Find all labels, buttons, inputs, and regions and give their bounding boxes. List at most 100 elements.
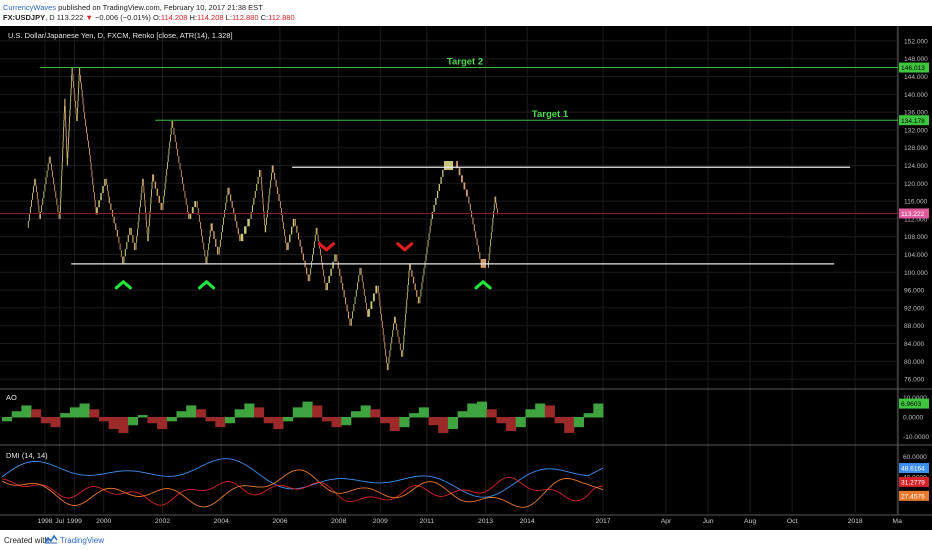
renko-brick xyxy=(442,169,444,177)
renko-brick xyxy=(436,190,439,198)
renko-brick xyxy=(138,214,140,222)
renko-brick xyxy=(116,230,119,237)
renko-brick xyxy=(163,189,165,197)
renko-brick xyxy=(264,225,266,233)
ao-bar xyxy=(525,409,536,418)
renko-brick xyxy=(456,161,458,169)
renko-brick xyxy=(285,236,287,244)
renko-brick xyxy=(78,74,80,81)
renko-brick xyxy=(149,211,151,219)
renko-brick xyxy=(40,211,42,219)
renko-brick xyxy=(74,100,76,108)
renko-brick xyxy=(282,215,283,223)
renko-brick xyxy=(108,196,110,204)
ao-bar xyxy=(108,417,119,430)
ao-bar xyxy=(380,417,391,424)
adx-badge-bg xyxy=(899,476,929,487)
renko-brick xyxy=(425,254,427,262)
renko-brick xyxy=(34,178,36,186)
renko-brick xyxy=(102,185,104,194)
renko-brick xyxy=(55,191,57,199)
change-value: −0.006 (−0.01%) xyxy=(94,13,151,22)
price-tick-label: 140.000 xyxy=(904,92,928,99)
renko-brick xyxy=(310,267,312,275)
renko-brick xyxy=(143,192,145,200)
renko-brick xyxy=(178,155,180,163)
ao-bar xyxy=(409,413,420,418)
renko-brick xyxy=(469,203,471,211)
renko-brick xyxy=(73,80,75,88)
renko-brick xyxy=(50,163,52,171)
renko-brick xyxy=(167,155,169,163)
renko-brick xyxy=(29,206,31,214)
renko-brick xyxy=(151,189,152,197)
renko-brick xyxy=(63,119,65,128)
tradingview-brand[interactable]: TradingView xyxy=(60,536,105,545)
renko-brick xyxy=(260,176,262,184)
high-value: 114.208 xyxy=(197,13,224,22)
renko-brick xyxy=(83,104,85,113)
renko-brick xyxy=(65,135,67,144)
renko-brick xyxy=(297,232,300,240)
renko-brick xyxy=(71,74,73,82)
renko-brick xyxy=(475,231,477,239)
renko-brick xyxy=(280,208,282,216)
renko-brick xyxy=(354,296,356,305)
chart-canvas[interactable]: Target 2 Target 1 152.000 148.000 144.000 14… xyxy=(0,26,932,530)
renko-brick xyxy=(36,185,37,193)
renko-brick xyxy=(270,172,272,181)
renko-brick xyxy=(292,218,295,227)
price-pane[interactable]: Target 2 Target 1 xyxy=(0,57,898,371)
publisher-link[interactable]: CurrencyWaves xyxy=(3,3,57,12)
chart-background xyxy=(0,26,932,530)
renko-brick xyxy=(200,221,201,229)
renko-brick xyxy=(226,195,228,203)
renko-brick xyxy=(71,67,73,75)
renko-brick xyxy=(247,218,250,227)
renko-brick xyxy=(409,263,411,271)
renko-brick xyxy=(76,114,78,121)
dmi-minus-badge-bg xyxy=(899,490,929,501)
renko-brick xyxy=(88,140,89,148)
renko-brick xyxy=(271,165,273,173)
change-arrow: ▼ xyxy=(85,13,93,22)
renko-brick xyxy=(69,109,71,117)
up-arrow-icon xyxy=(114,280,132,290)
price-tick-label: 136.000 xyxy=(904,110,928,117)
time-tick-label: 2009 xyxy=(373,518,388,525)
renko-brick xyxy=(67,151,69,159)
renko-brick xyxy=(146,227,148,235)
renko-brick xyxy=(253,197,255,205)
dmi-pane[interactable] xyxy=(1,458,604,508)
renko-brick xyxy=(58,211,60,219)
ao-bar xyxy=(467,403,478,418)
renko-brick xyxy=(375,285,378,294)
ao-bar xyxy=(137,415,148,418)
renko-brick xyxy=(378,292,380,300)
price-tick-label: 88.000 xyxy=(904,323,925,330)
renko-brick xyxy=(368,309,370,317)
time-tick-label: 2011 xyxy=(419,518,434,525)
renko-brick xyxy=(69,116,71,124)
renko-brick xyxy=(430,218,432,226)
target-1-price-badge: 134.178 xyxy=(901,118,925,125)
time-tick-label: Ma xyxy=(892,518,902,525)
ao-bar xyxy=(438,417,449,433)
renko-brick xyxy=(140,193,142,201)
renko-brick xyxy=(180,169,182,177)
renko-brick xyxy=(440,176,442,184)
renko-brick xyxy=(205,256,207,264)
renko-brick xyxy=(336,254,338,262)
up-arrow-icon xyxy=(197,280,216,290)
time-tick-label: 1999 xyxy=(67,518,82,525)
renko-brick xyxy=(158,195,161,203)
renko-brick xyxy=(142,178,144,186)
renko-brick xyxy=(203,242,205,250)
high-label: H: xyxy=(189,13,198,22)
ao-pane[interactable] xyxy=(2,401,604,433)
renko-brick xyxy=(169,141,171,149)
renko-brick xyxy=(148,226,150,234)
renko-brick xyxy=(62,148,64,156)
ao-bar xyxy=(593,403,604,418)
renko-brick xyxy=(80,82,82,90)
